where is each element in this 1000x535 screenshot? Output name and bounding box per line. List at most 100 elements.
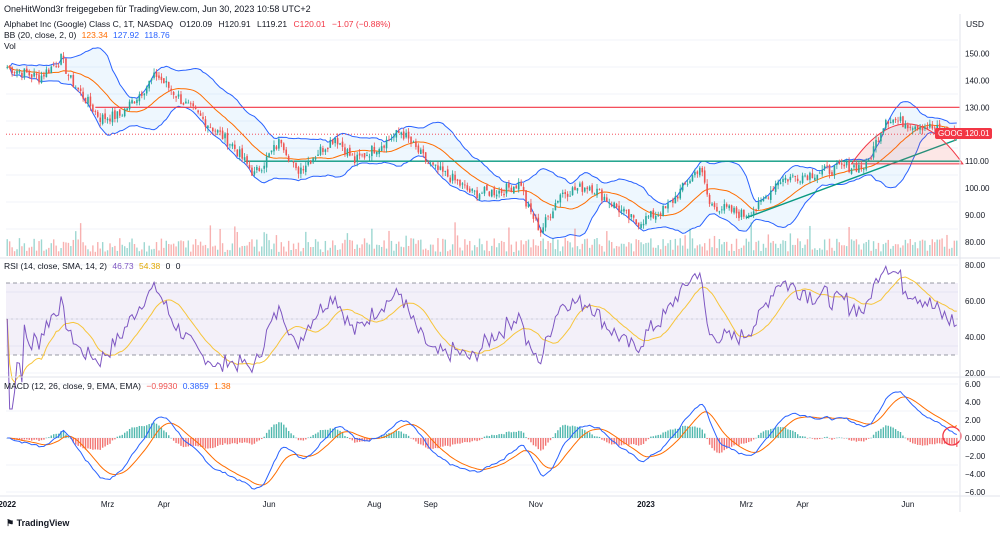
- volume-bar: [476, 247, 478, 256]
- volume-bar: [505, 251, 508, 256]
- macd-hist-bar: [735, 438, 738, 446]
- volume-bar: [500, 240, 503, 256]
- volume-bar: [40, 239, 43, 256]
- rsi-legend[interactable]: RSI (14, close, SMA, 14, 2) 46.73 54.38 …: [4, 261, 184, 271]
- volume-bar: [6, 239, 8, 256]
- macd-hist-bar: [581, 429, 584, 438]
- volume-bar: [395, 243, 398, 256]
- macd-hist-bar: [119, 435, 121, 438]
- candle-body: [155, 71, 158, 77]
- candle-body: [74, 87, 77, 89]
- candle-body: [114, 110, 116, 120]
- volume-bar: [926, 250, 929, 256]
- volume-bar: [821, 249, 823, 256]
- volume-bar: [390, 240, 393, 256]
- signal-value: 1.38: [214, 381, 231, 391]
- rsi-value: 46.73: [112, 261, 134, 271]
- volume-bar: [953, 240, 956, 256]
- macd-hist-bar: [718, 438, 721, 454]
- volume-bar: [253, 246, 256, 256]
- volume-bar: [361, 244, 363, 256]
- volume-bar: [312, 247, 314, 256]
- volume-bar: [165, 240, 167, 256]
- candle-body: [55, 66, 57, 68]
- macd-hist-bar: [850, 438, 853, 441]
- volume-bar: [620, 243, 623, 256]
- candle-body: [777, 182, 779, 186]
- volume-bar: [251, 239, 253, 256]
- volume-bar: [728, 250, 730, 256]
- macd-hist-bar: [48, 437, 50, 438]
- macd-legend[interactable]: MACD (12, 26, close, 9, EMA, EMA) −0.993…: [4, 381, 234, 391]
- candle-body: [637, 222, 640, 227]
- macd-hist-bar: [60, 431, 62, 438]
- candle-body: [623, 208, 625, 212]
- macd-hist-bar: [354, 438, 356, 443]
- candle-body: [645, 216, 647, 225]
- candle-body: [434, 164, 437, 166]
- volume-bar: [393, 250, 395, 256]
- volume-bar: [782, 240, 784, 256]
- macd-hist-bar: [650, 436, 652, 438]
- price-tag: 120.01: [962, 128, 993, 139]
- volume-bar: [662, 239, 664, 256]
- macd-hist-bar: [99, 438, 101, 450]
- volume-bar: [630, 243, 632, 256]
- macd-hist-bar: [863, 438, 865, 442]
- low-value: L119.21: [257, 19, 288, 29]
- volume-bar: [912, 244, 914, 256]
- macd-hist-bar: [667, 430, 669, 438]
- candle-body: [628, 209, 630, 219]
- candle-body: [508, 183, 510, 188]
- candle-body: [150, 78, 153, 81]
- candle-body: [158, 75, 160, 79]
- candle-body: [598, 189, 601, 191]
- volume-bar: [412, 238, 415, 256]
- volume-bar: [713, 235, 716, 256]
- macd-hist-bar: [473, 438, 476, 441]
- volume-bar: [442, 238, 444, 256]
- macd-hist-bar: [177, 438, 180, 444]
- candle-body: [897, 120, 899, 122]
- volume-bar: [241, 246, 243, 256]
- macd-hist-bar: [283, 424, 285, 438]
- x-tick-label: Jun: [901, 500, 914, 509]
- volume-bar: [236, 231, 238, 256]
- volume-bar: [402, 247, 405, 256]
- macd-hist-bar: [637, 438, 640, 446]
- volume-bar: [263, 232, 265, 256]
- macd-hist-bar: [777, 426, 779, 438]
- macd-hist-bar: [706, 438, 708, 440]
- volume-bar: [515, 241, 517, 256]
- candle-body: [872, 146, 875, 158]
- volume-bar: [750, 222, 752, 256]
- candle-body: [564, 192, 567, 195]
- volume-bar: [366, 242, 368, 256]
- bb-legend[interactable]: BB (20, close, 2, 0) 123.34 127.92 118.7…: [4, 30, 173, 40]
- volume-bar: [209, 225, 212, 256]
- volume-bar: [674, 238, 677, 256]
- volume-bar: [593, 239, 596, 256]
- tradingview-logo[interactable]: ⚑ TradingView: [6, 518, 69, 529]
- volume-bar: [224, 251, 226, 256]
- vol-legend[interactable]: Vol: [4, 41, 19, 51]
- macd-hist-bar: [885, 425, 887, 438]
- volume-bar: [814, 248, 816, 256]
- volume-bar: [97, 242, 99, 256]
- volume-bar: [657, 245, 659, 256]
- candle-body: [424, 152, 427, 162]
- candle-body: [818, 172, 821, 174]
- candle-body: [358, 153, 361, 156]
- candle-body: [165, 81, 168, 83]
- macd-hist-bar: [916, 438, 919, 445]
- volume-bar: [603, 251, 606, 256]
- macd-hist-bar: [564, 424, 566, 438]
- macd-hist-value: −0.9930: [146, 381, 178, 391]
- volume-bar: [437, 238, 439, 256]
- volume-bar: [855, 239, 858, 256]
- volume-bar: [358, 247, 361, 256]
- volume-bar: [872, 241, 875, 256]
- candle-body: [750, 216, 753, 217]
- volume-bar: [378, 245, 380, 256]
